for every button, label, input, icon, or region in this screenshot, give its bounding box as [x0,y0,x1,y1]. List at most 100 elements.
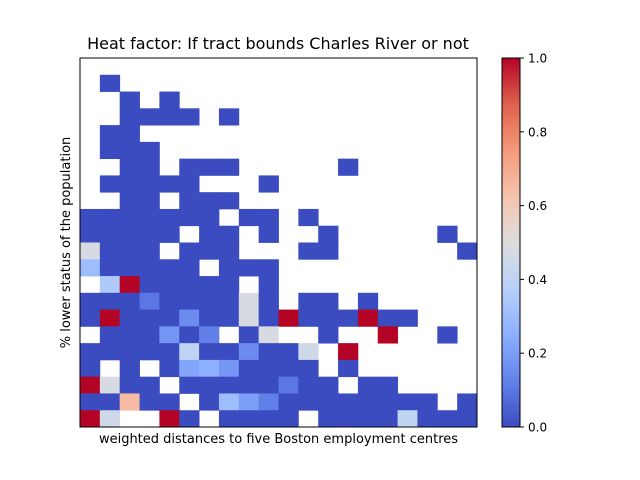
heatmap-cell [298,393,319,411]
heatmap-cell [159,225,180,243]
heatmap-cell [139,242,160,260]
heatmap-cell [139,343,160,361]
heatmap-cell [139,108,160,126]
heatmap-cell [139,158,160,176]
colorbar-gradient [501,57,521,428]
heatmap-cell [218,259,240,277]
heatmap-cell [417,393,438,411]
heatmap-cell [139,225,160,243]
heatmap-cell [139,192,160,210]
heatmap-cell [318,309,339,327]
heatmap-cell [218,192,240,210]
heatmap-cell [80,309,101,327]
heatmap-cell [179,343,200,361]
colorbar-tick-label: 0.8 [528,125,547,139]
heatmap-cell [318,225,339,243]
heatmap-cell [159,326,180,344]
heatmap-cell [218,376,240,394]
heatmap-cell [238,292,260,310]
heatmap-cell [318,292,339,310]
heatmap-cell [218,410,240,428]
heatmap-cell [318,393,339,411]
heatmap-cell [238,376,260,394]
heatmap-cell [179,259,200,277]
heatmap-cell [278,343,299,361]
heatmap-cell [338,359,359,378]
heatmap-cell [258,326,279,344]
heatmap-cell [99,74,121,92]
heatmap-cell [298,309,319,327]
heatmap-cell [119,175,140,193]
heatmap-cell [357,309,379,327]
heatmap-cell [80,242,101,260]
heatmap-cell [99,242,121,260]
heatmap-cell [119,192,140,210]
heatmap-cell [338,158,359,176]
heatmap-cell [179,276,200,294]
heatmap-cell [139,393,160,411]
heatmap-cell [238,326,260,344]
heatmap-cell [338,309,359,327]
heatmap-cell [139,175,160,193]
heatmap-cell [397,410,418,428]
heatmap-cell [199,326,220,344]
heatmap-cell [238,410,260,428]
heatmap-cell [258,292,279,310]
heatmap-cell [159,393,180,411]
heatmap-cell [119,276,140,294]
heatmap-cell [159,309,180,327]
heatmap-cell [397,393,418,411]
heatmap-cell [218,359,240,378]
heatmap-cell [119,242,140,260]
heatmap-cell [80,393,101,411]
heatmap-cell [199,376,220,394]
heatmap-cell [119,393,140,411]
heatmap-cell [179,208,200,227]
heatmap-cell [159,410,180,428]
heatmap-cell [119,292,140,310]
heatmap-cell [218,242,240,260]
heatmap-cell [258,376,279,394]
heatmap-cell [159,91,180,109]
heatmap-cell [139,141,160,160]
heatmap-cell [437,326,458,344]
heatmap-cell [139,292,160,310]
colorbar-tick-label: 0.2 [528,347,547,361]
heatmap-cell [119,225,140,243]
heatmap-cell [199,359,220,378]
heatmap-cell [258,393,279,411]
heatmap-cell [258,208,279,227]
heatmap-cell [218,276,240,294]
heatmap-cell [397,309,418,327]
heatmap-cell [159,175,180,193]
heatmap-cell [238,208,260,227]
heatmap-cell [218,225,240,243]
heatmap-cell [457,242,478,260]
heatmap-cell [457,393,478,411]
heatmap-cell [99,292,121,310]
heatmap-cell [417,410,438,428]
colorbar-tick-label: 1.0 [528,52,547,66]
heatmap-cell [99,259,121,277]
heatmap-cell [218,292,240,310]
heatmap-cell [258,259,279,277]
heatmap-cell [139,326,160,344]
heatmap-cell [179,158,200,176]
heatmap-cell [199,276,220,294]
heatmap-cell [457,410,478,428]
heatmap-cell [357,376,379,394]
heatmap-cell [179,376,200,394]
heatmap-cell [99,309,121,327]
heatmap-cell [199,192,220,210]
heatmap-cell [218,108,240,126]
heatmap-cell [119,326,140,344]
heatmap-cell [258,359,279,378]
heatmap-cell [80,376,101,394]
heatmap-cell [99,410,121,428]
heatmap-cell [298,376,319,394]
heatmap-cell [199,208,220,227]
heatmap-cell [218,158,240,176]
heatmap-cell [199,225,220,243]
heatmap-cell [338,393,359,411]
